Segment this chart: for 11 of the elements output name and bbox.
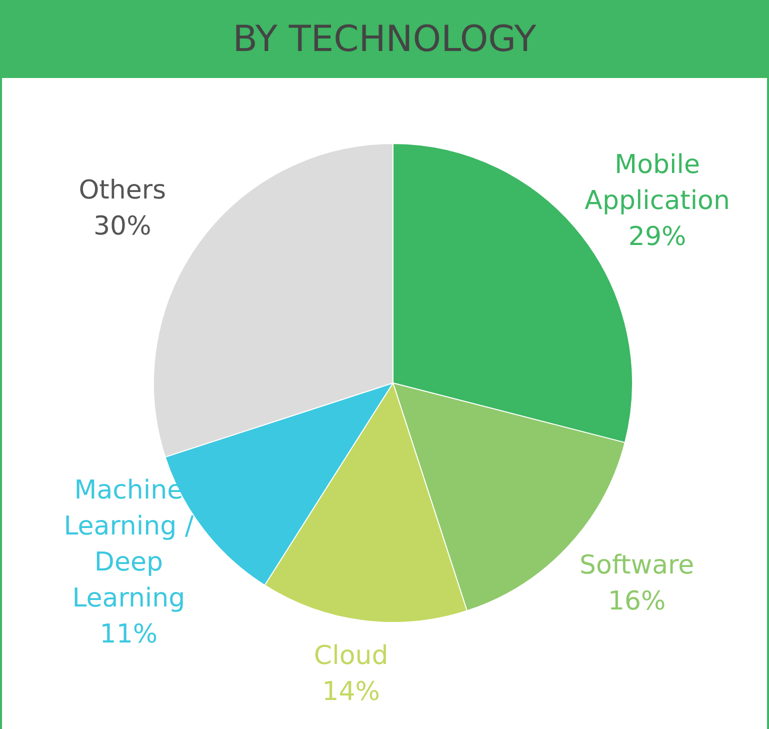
data-label: 11% <box>100 619 158 650</box>
data-label: 14% <box>322 676 380 707</box>
slice-label: Machine Learning / Deep Learning <box>64 475 194 614</box>
data-label: 16% <box>608 586 666 616</box>
slice-label: Cloud <box>314 640 388 671</box>
slice-label: Software <box>580 550 694 580</box>
data-label: 30% <box>93 212 152 242</box>
slice-label: Mobile Application <box>584 150 730 216</box>
chart-title: BY TECHNOLOGY <box>0 0 769 78</box>
data-label: 29% <box>628 222 686 252</box>
slice-label: Others <box>78 176 166 206</box>
